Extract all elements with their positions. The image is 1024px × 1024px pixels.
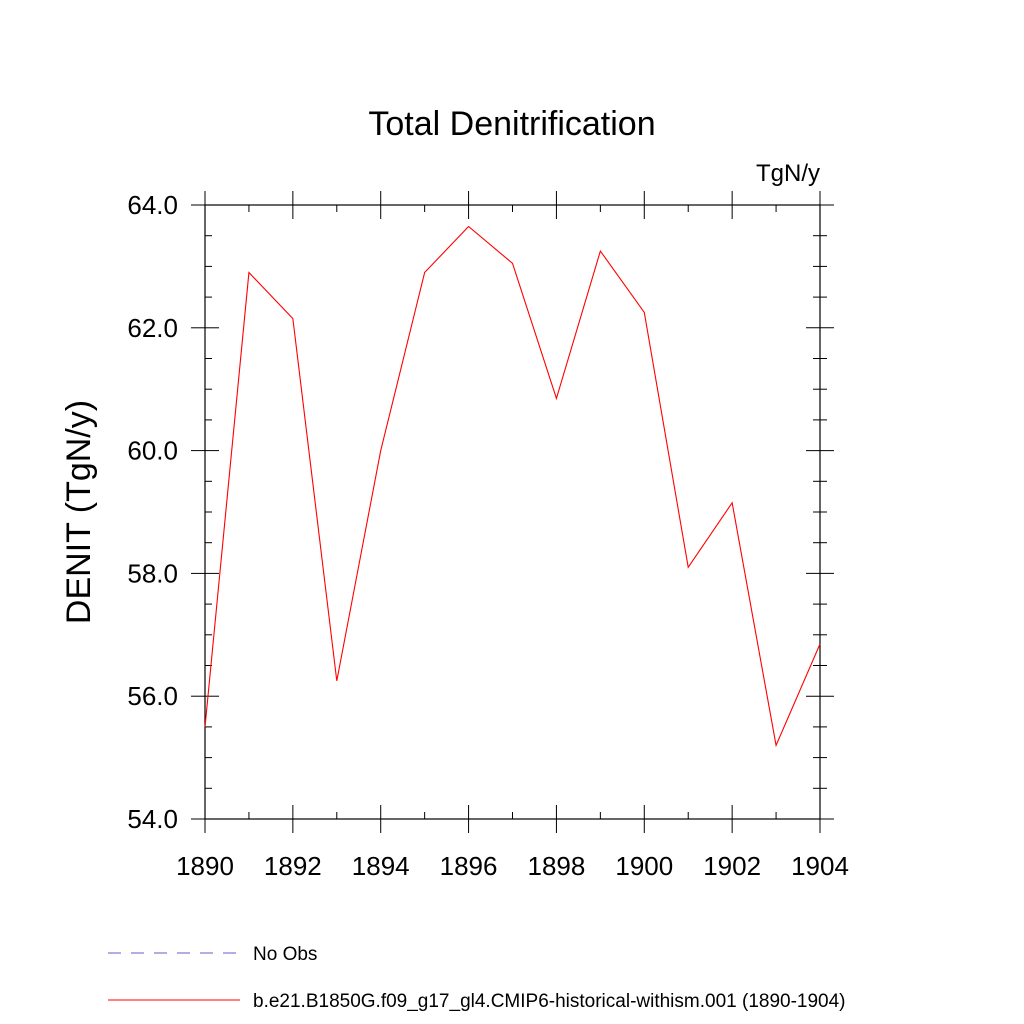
series-line — [204, 225, 821, 748]
x-tick-label: 1892 — [264, 851, 322, 881]
legend: No Obs b.e21.B1850G.f09_g17_gl4.CMIP6-his… — [108, 944, 846, 1012]
plot-frame — [204, 204, 821, 820]
x-tick-label: 1890 — [176, 851, 234, 881]
y-tick-label: 64.0 — [127, 190, 178, 220]
x-tick-label: 1896 — [440, 851, 498, 881]
y-tick-label: 54.0 — [127, 804, 178, 834]
x-tick-label: 1898 — [528, 851, 586, 881]
y-tick-label: 60.0 — [127, 436, 178, 466]
series-layer — [204, 225, 821, 748]
y-tick-label: 62.0 — [127, 313, 178, 343]
y-tick-label: 58.0 — [127, 558, 178, 588]
chart-title: Total Denitrification — [368, 105, 655, 143]
y-tick-label: 56.0 — [127, 681, 178, 711]
units-label: TgN/y — [756, 160, 820, 187]
y-axis-label: DENIT (TgN/y) — [60, 400, 98, 624]
x-tick-label: 1902 — [703, 851, 761, 881]
x-tick-label: 1894 — [352, 851, 410, 881]
axis-ticks: 54.0 56.0 58.0 60.0 62.0 64.0 1890 1892 1894 1896… — [127, 190, 849, 881]
x-tick-label: 1900 — [615, 851, 673, 881]
legend-label: b.e21.B1850G.f09_g17_gl4.CMIP6-historica… — [253, 991, 846, 1012]
x-tick-label: 1904 — [791, 851, 849, 881]
legend-label: No Obs — [253, 944, 317, 965]
